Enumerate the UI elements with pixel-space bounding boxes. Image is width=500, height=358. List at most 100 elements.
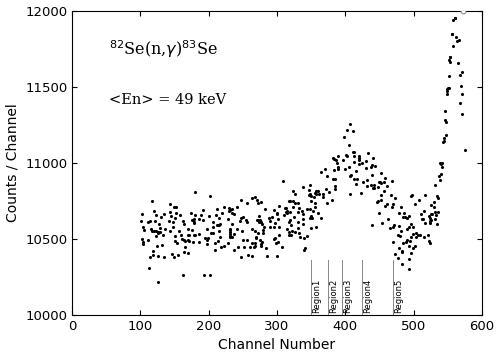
X-axis label: Channel Number: Channel Number (218, 338, 336, 352)
Point (259, 230, 267, 236)
Point (363, 184, 371, 189)
Point (446, 57, 454, 62)
Point (396, 204, 404, 210)
Point (252, 234, 260, 240)
Point (258, 221, 266, 227)
Point (306, 182, 314, 188)
Y-axis label: Counts / Channel: Counts / Channel (6, 103, 20, 222)
Point (380, 188, 388, 194)
Point (302, 245, 310, 250)
Point (180, 249, 188, 255)
Point (405, 213, 413, 219)
Point (151, 219, 159, 224)
Point (196, 231, 203, 237)
Point (248, 195, 256, 201)
Point (248, 253, 256, 259)
Point (437, 161, 445, 166)
Point (180, 221, 188, 227)
Point (172, 233, 179, 239)
Point (290, 198, 298, 204)
Point (256, 213, 264, 219)
Point (195, 216, 203, 222)
Point (281, 205, 289, 211)
Point (350, 159, 358, 165)
Point (150, 252, 158, 258)
Point (443, 88, 451, 94)
Point (362, 165, 370, 171)
Point (438, 140, 446, 145)
Point (234, 226, 241, 232)
Point (300, 235, 308, 241)
Point (283, 226, 291, 232)
Point (414, 197, 422, 203)
Point (274, 240, 282, 245)
Point (275, 232, 283, 238)
Point (412, 234, 420, 240)
Point (346, 142, 354, 148)
Point (305, 193, 313, 198)
Point (206, 272, 214, 277)
Point (444, 73, 452, 79)
Point (440, 108, 448, 114)
Point (230, 247, 238, 253)
Point (289, 204, 297, 210)
Point (314, 188, 322, 193)
Point (408, 224, 416, 230)
Point (252, 235, 260, 241)
Point (296, 234, 304, 240)
Point (343, 153, 351, 159)
Point (426, 216, 434, 221)
Point (191, 233, 199, 238)
Point (383, 201, 391, 207)
Point (450, 15, 458, 21)
Point (408, 192, 416, 198)
Point (403, 237, 411, 243)
Point (228, 211, 236, 216)
Point (226, 208, 234, 214)
Point (155, 221, 163, 226)
Point (251, 243, 259, 249)
Point (391, 195, 399, 200)
Point (214, 238, 222, 244)
Point (211, 240, 219, 246)
Point (282, 209, 290, 215)
Point (175, 228, 183, 234)
Point (438, 160, 446, 165)
Point (307, 198, 315, 204)
Point (436, 178, 444, 183)
Point (150, 208, 158, 214)
Point (356, 161, 364, 167)
Point (226, 226, 234, 232)
Point (298, 208, 306, 213)
Point (458, 69, 466, 75)
Point (390, 222, 398, 228)
Point (330, 156, 338, 161)
Point (340, 134, 348, 140)
Point (146, 255, 154, 260)
Point (252, 194, 260, 200)
Point (274, 253, 281, 259)
Point (352, 182, 360, 187)
Point (236, 218, 244, 224)
Point (275, 203, 283, 208)
Point (213, 223, 221, 228)
Point (410, 245, 418, 251)
Point (263, 253, 271, 258)
Point (161, 226, 169, 232)
Point (368, 222, 376, 227)
Point (388, 204, 396, 210)
Point (450, 17, 458, 23)
Point (306, 213, 314, 219)
Point (437, 171, 445, 176)
Point (420, 208, 428, 214)
Point (209, 224, 217, 230)
Point (146, 218, 154, 224)
Point (154, 243, 162, 249)
Point (228, 206, 236, 212)
Point (309, 208, 317, 214)
Point (319, 191, 327, 197)
Point (294, 219, 302, 225)
Point (372, 199, 380, 205)
Point (328, 176, 336, 182)
Point (289, 188, 297, 194)
